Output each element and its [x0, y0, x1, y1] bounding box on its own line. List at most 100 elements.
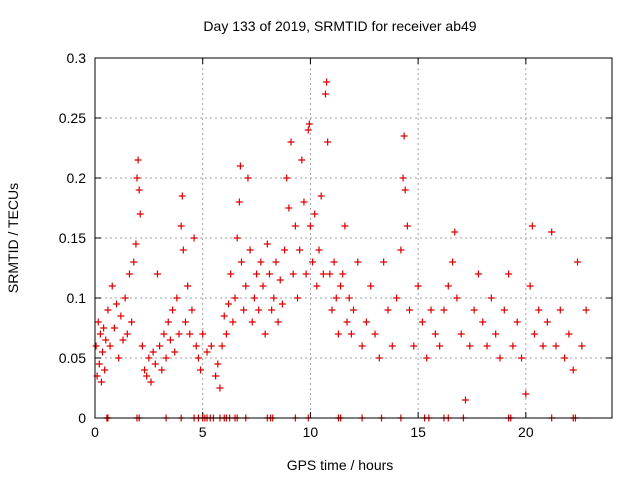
- data-point: [375, 354, 383, 362]
- data-point: [535, 306, 543, 314]
- data-point: [141, 366, 149, 374]
- data-point: [188, 306, 196, 314]
- y-tick-label: 0.15: [59, 230, 86, 246]
- data-point: [94, 318, 102, 326]
- data-point: [470, 306, 478, 314]
- data-point: [164, 318, 172, 326]
- data-point: [440, 306, 448, 314]
- grid-lines: [95, 58, 612, 418]
- x-tick-label: 15: [410, 424, 426, 440]
- data-point: [259, 282, 267, 290]
- data-point: [500, 306, 508, 314]
- data-point: [451, 228, 459, 236]
- data-point: [225, 300, 233, 308]
- data-point: [321, 90, 329, 98]
- data-point: [181, 318, 189, 326]
- data-point: [117, 312, 125, 320]
- data-point: [257, 258, 265, 266]
- data-point: [305, 120, 313, 128]
- data-point: [311, 210, 319, 218]
- data-point: [418, 318, 426, 326]
- data-point: [505, 270, 513, 278]
- data-point: [291, 222, 299, 230]
- data-point: [214, 360, 222, 368]
- data-point: [222, 330, 230, 338]
- data-point: [199, 330, 207, 338]
- data-point: [203, 348, 211, 356]
- data-point: [104, 306, 112, 314]
- data-point: [496, 354, 504, 362]
- data-point: [334, 330, 342, 338]
- data-point: [397, 246, 405, 254]
- x-tick-label: 0: [91, 424, 99, 440]
- data-point: [319, 270, 327, 278]
- data-point: [293, 294, 301, 302]
- data-point: [323, 78, 331, 86]
- data-point: [543, 318, 551, 326]
- data-point: [231, 294, 239, 302]
- data-point: [457, 330, 465, 338]
- data-point: [371, 330, 379, 338]
- data-point: [530, 330, 538, 338]
- data-point: [298, 156, 306, 164]
- data-point: [244, 174, 252, 182]
- data-point: [347, 330, 355, 338]
- data-point: [135, 186, 143, 194]
- data-point: [151, 360, 159, 368]
- data-point: [287, 138, 295, 146]
- data-point: [466, 342, 474, 350]
- data-point: [556, 306, 564, 314]
- data-point: [358, 342, 366, 350]
- data-point: [192, 342, 200, 350]
- data-point: [218, 342, 226, 350]
- data-point: [380, 258, 388, 266]
- x-axis-label: GPS time / hours: [287, 457, 394, 473]
- data-point: [317, 192, 325, 200]
- data-point: [270, 294, 278, 302]
- data-point: [92, 342, 100, 350]
- data-point: [132, 240, 140, 248]
- data-point: [332, 294, 340, 302]
- data-point: [242, 282, 250, 290]
- data-point: [156, 342, 164, 350]
- data-point: [278, 300, 286, 308]
- data-point: [431, 330, 439, 338]
- data-point: [548, 228, 556, 236]
- data-point: [255, 306, 263, 314]
- data-point: [160, 330, 168, 338]
- data-point: [207, 342, 215, 350]
- x-tick-label: 5: [199, 424, 207, 440]
- data-point: [582, 306, 590, 314]
- data-point: [153, 270, 161, 278]
- data-point: [220, 312, 228, 320]
- data-point: [343, 318, 351, 326]
- y-tick-label: 0.2: [67, 170, 87, 186]
- data-point: [102, 336, 110, 344]
- data-point: [235, 198, 243, 206]
- data-point: [186, 330, 194, 338]
- data-point: [212, 372, 220, 380]
- data-point: [436, 342, 444, 350]
- data-point: [528, 222, 536, 230]
- data-point: [169, 306, 177, 314]
- data-point: [106, 342, 114, 350]
- data-point: [274, 318, 282, 326]
- data-points: [92, 78, 590, 422]
- data-point: [171, 348, 179, 356]
- data-point: [453, 294, 461, 302]
- data-point: [134, 156, 142, 164]
- data-point: [306, 222, 314, 230]
- data-point: [162, 354, 170, 362]
- data-point: [272, 258, 280, 266]
- data-point: [289, 270, 297, 278]
- data-point: [119, 336, 127, 344]
- data-point: [115, 354, 123, 362]
- data-point: [265, 270, 273, 278]
- data-point: [403, 222, 411, 230]
- data-point: [423, 354, 431, 362]
- data-point: [522, 390, 530, 398]
- data-point: [302, 270, 310, 278]
- data-point: [178, 192, 186, 200]
- y-tick-label: 0.1: [67, 290, 87, 306]
- data-point: [197, 366, 205, 374]
